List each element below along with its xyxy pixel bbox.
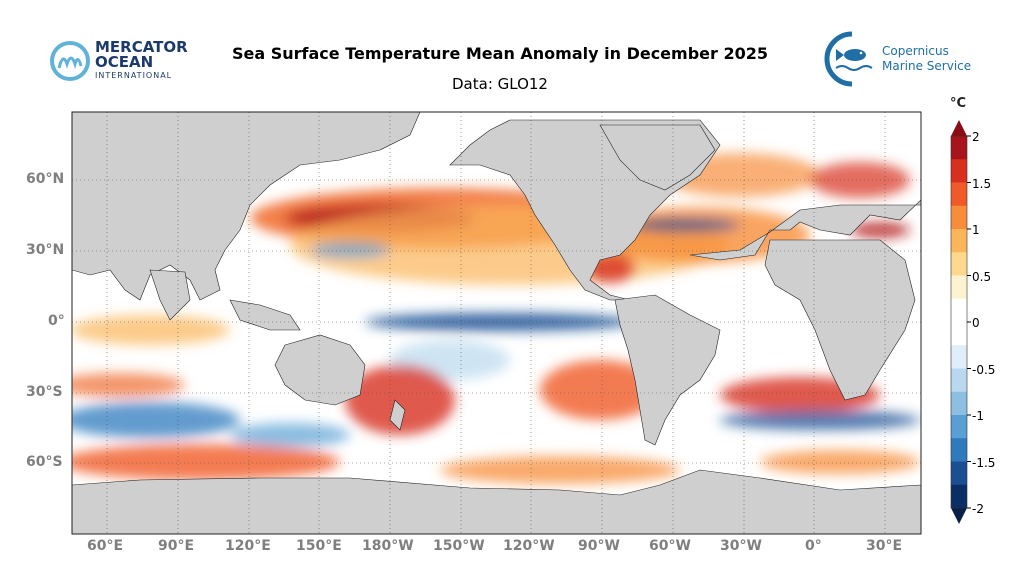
mercator-logo-icon bbox=[50, 41, 90, 81]
southeast-pacific-warm bbox=[540, 360, 660, 420]
indian-ocean-north-warm bbox=[72, 315, 230, 345]
southern-ocean-atlantic-warm bbox=[760, 450, 920, 474]
mediterranean-warm bbox=[850, 222, 910, 238]
colorbar-segment bbox=[951, 484, 967, 509]
colorbar bbox=[950, 120, 971, 524]
greenland-land bbox=[599, 124, 716, 191]
colorbar-segment bbox=[951, 438, 967, 462]
mercator-ocean-logo: MERCATOR OCEAN INTERNATIONAL bbox=[47, 38, 197, 88]
colorbar-segment bbox=[951, 368, 967, 393]
colorbar-tick-label: 0.5 bbox=[972, 270, 992, 284]
colorbar-unit: °C bbox=[950, 96, 967, 111]
australia-land bbox=[274, 334, 366, 406]
colorbar-tick-label: 1 bbox=[972, 223, 980, 237]
lon-label: 30°W bbox=[720, 538, 762, 554]
africa-land bbox=[764, 239, 916, 401]
colorbar-segment bbox=[951, 229, 967, 253]
india-land bbox=[149, 269, 191, 321]
asia-land bbox=[72, 112, 421, 301]
south-indian-cold bbox=[72, 402, 240, 438]
lat-label: 60°S bbox=[26, 454, 63, 470]
colorbar-segment bbox=[951, 136, 967, 160]
southern-ocean-indian-warm bbox=[72, 444, 340, 480]
lon-label: 0° bbox=[805, 538, 822, 554]
colorbar-tick-label: -1.5 bbox=[972, 456, 996, 470]
colorbar-tick-label: 1.5 bbox=[972, 177, 992, 191]
colorbar-segment bbox=[951, 275, 967, 300]
lon-label: 60°E bbox=[87, 538, 124, 554]
mercator-line3: INTERNATIONAL bbox=[95, 71, 173, 80]
colorbar-segment bbox=[951, 391, 967, 416]
graticule bbox=[72, 112, 921, 534]
lon-label: 120°E bbox=[225, 538, 271, 554]
map-title: Sea Surface Temperature Mean Anomaly in … bbox=[232, 44, 768, 63]
lon-label: 180°W bbox=[362, 538, 414, 554]
south-australia-cold bbox=[230, 423, 350, 447]
colorbar-segment bbox=[951, 298, 967, 323]
colorbar-top-arrow bbox=[951, 120, 967, 136]
lon-label: 90°E bbox=[158, 538, 195, 554]
lon-label: 90°W bbox=[578, 538, 620, 554]
maritime-continent-land bbox=[229, 299, 301, 331]
colorbar-tick-label: 0 bbox=[972, 316, 980, 330]
mercator-line2: OCEAN bbox=[95, 53, 154, 71]
colorbar-segment bbox=[951, 345, 967, 369]
colorbar-tick-label: -0.5 bbox=[972, 363, 996, 377]
colorbar-segment bbox=[951, 182, 967, 207]
lon-label: 150°W bbox=[433, 538, 485, 554]
eurasia-land bbox=[72, 112, 921, 261]
copernicus-line2: Marine Service bbox=[882, 59, 972, 73]
colorbar-segment bbox=[951, 322, 967, 346]
copernicus-line1: Copernicus bbox=[882, 44, 949, 58]
lon-label: 60°W bbox=[649, 538, 691, 554]
colorbar-segment bbox=[951, 461, 967, 486]
lat-label: 0° bbox=[48, 313, 65, 329]
copernicus-fish-icon bbox=[824, 31, 873, 87]
land bbox=[72, 112, 921, 534]
colorbar-tick-label: -1 bbox=[972, 409, 984, 423]
gulf-stream-cold bbox=[630, 218, 740, 232]
south-america-land bbox=[614, 294, 721, 446]
colorbar-tick-label: -2 bbox=[972, 502, 984, 516]
mercator-line1: MERCATOR bbox=[95, 38, 188, 56]
lon-label: 150°E bbox=[296, 538, 342, 554]
lon-label: 30°E bbox=[866, 538, 903, 554]
lat-label: 30°S bbox=[26, 384, 63, 400]
colorbar-segment bbox=[951, 205, 967, 230]
colorbar-tick-label: 2 bbox=[972, 130, 980, 144]
colorbar-segment bbox=[951, 415, 967, 439]
colorbar-bottom-arrow bbox=[951, 508, 967, 524]
map-subtitle: Data: GLO12 bbox=[452, 75, 548, 93]
acc-cold-streak bbox=[720, 410, 920, 430]
tasman-warm bbox=[345, 365, 455, 435]
colorbar-segment bbox=[951, 159, 967, 183]
lat-label: 30°N bbox=[26, 242, 65, 258]
colorbar-segment bbox=[951, 252, 967, 276]
lat-label: 60°N bbox=[26, 171, 65, 187]
southern-ocean-pacific-warm bbox=[440, 456, 680, 484]
antarctica-land bbox=[72, 469, 921, 534]
copernicus-marine-logo: Copernicus Marine Service bbox=[822, 30, 982, 88]
lon-label: 120°W bbox=[503, 538, 555, 554]
north-pacific-cold-streak bbox=[310, 242, 390, 258]
new-zealand-land bbox=[389, 399, 406, 431]
map-frame bbox=[71, 111, 922, 535]
south-indian-warm bbox=[72, 373, 185, 397]
